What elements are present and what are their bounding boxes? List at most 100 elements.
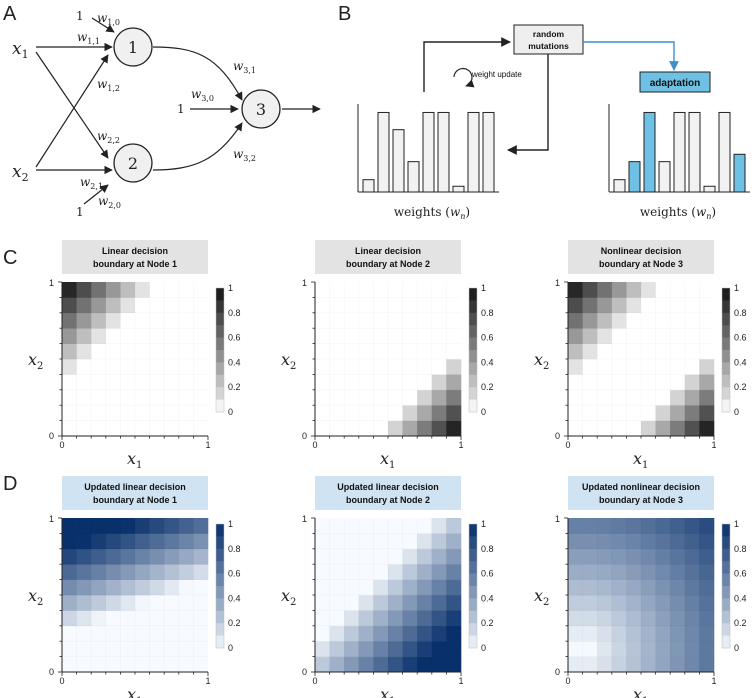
heatmap-cell (597, 564, 613, 580)
heatmap-cell (402, 610, 418, 627)
heatmap-cell (344, 641, 360, 657)
heatmap-cell (582, 343, 598, 360)
heatmap-cell (684, 328, 700, 344)
heatmap-cell (105, 533, 121, 550)
colorbar-segment (722, 387, 730, 400)
x-tick-label: 1 (458, 440, 463, 450)
heatmap-cell (135, 343, 150, 360)
x-tick-label: 0 (312, 676, 317, 686)
y-axis-label: x2 (281, 350, 296, 372)
heatmap-cell (626, 312, 642, 329)
colorbar-tick-label: 0.2 (481, 382, 494, 392)
heatmap-cell (568, 282, 583, 298)
heatmap-cell (105, 359, 121, 375)
heatmap-cell (105, 595, 121, 611)
chart-title-line1: Updated linear decision (84, 482, 186, 492)
heatmap-cell (105, 312, 121, 329)
colorbar-tick-label: 0.6 (481, 569, 494, 579)
colorbar-tick-label: 1 (481, 283, 486, 293)
heatmap-cell (611, 282, 627, 298)
heatmap-cell (431, 533, 447, 550)
heatmap-cell (641, 564, 656, 580)
weight-bar (733, 153, 746, 193)
heatmap-cell (388, 359, 403, 375)
heatmap-cell (193, 579, 209, 596)
colorbar-segment (216, 337, 224, 351)
heatmap-cell (670, 282, 686, 298)
heatmap-cell (373, 343, 389, 360)
heatmap-cell (641, 389, 656, 406)
heatmap-cell (388, 420, 403, 437)
weight-bar (452, 185, 465, 193)
heatmap-cell (135, 625, 150, 642)
x-tick-label: 0 (59, 676, 64, 686)
heatmap-cell (62, 518, 77, 534)
chart-title-box (315, 476, 461, 510)
heatmap-cell (344, 389, 360, 406)
chart-title-line2: boundary at Node 3 (599, 495, 683, 505)
heatmap-cell (120, 282, 136, 298)
heatmap-cell (135, 282, 150, 298)
colorbar-segment (722, 337, 730, 351)
heatmap-cell (193, 312, 209, 329)
chart-title-line1: Nonlinear decision (601, 246, 682, 256)
heatmap-cell (446, 518, 462, 534)
heatmap-cell (329, 312, 345, 329)
heatmap-cell (670, 420, 686, 437)
heatmap-cell (388, 518, 403, 534)
colorbar-segment (722, 362, 730, 376)
heatmap-cell (582, 518, 598, 534)
heatmap-cell (344, 610, 360, 627)
colorbar-segment (216, 573, 224, 587)
heatmap-cell (582, 656, 598, 673)
heatmap-cell (417, 518, 433, 534)
heatmap-cell (76, 656, 92, 673)
heatmap-cell (315, 518, 330, 534)
colorbar-tick-label: 0.8 (734, 544, 747, 554)
heatmap-cell (417, 533, 433, 550)
colorbar-tick-label: 1 (228, 283, 233, 293)
colorbar-segment (722, 300, 730, 314)
heatmap-cell (684, 610, 700, 627)
heatmap-cell (446, 420, 462, 437)
heatmap-cell (626, 405, 642, 421)
heatmap-cell (120, 343, 136, 360)
y-axis-label: x2 (534, 350, 549, 372)
heatmap-cell (626, 297, 642, 314)
heatmap-cell (655, 297, 671, 314)
heatmap-cell (597, 282, 613, 298)
colorbar-tick-label: 0.6 (734, 333, 747, 343)
heatmap-cell (684, 518, 700, 534)
heatmap-cell (611, 595, 627, 611)
colorbar (215, 287, 225, 413)
heatmap-cell (655, 389, 671, 406)
heatmap-cell (431, 564, 447, 580)
heatmap-cell (568, 343, 583, 360)
heatmap-cell (611, 656, 627, 673)
heatmap-cell (76, 374, 92, 391)
heatmap-cell (402, 312, 418, 329)
heatmap-cell (120, 579, 136, 596)
heatmap-cell (670, 533, 686, 550)
heatmap-cell (135, 297, 150, 314)
heatmap-cell (315, 420, 330, 437)
edge-node1-node3 (152, 46, 243, 101)
heatmap-cell (358, 420, 374, 437)
heatmap-cell (135, 405, 150, 421)
heatmap-cell (344, 579, 360, 596)
heatmap-cell (699, 328, 715, 344)
heatmap-cell (164, 610, 180, 627)
heatmap-cell (193, 420, 209, 437)
heatmap-cell (431, 328, 447, 344)
heatmap-cell (597, 420, 613, 437)
heatmap-cell (388, 328, 403, 344)
heatmap-cell (91, 548, 107, 565)
panel-label-d: D (3, 473, 17, 495)
colorbar-tick-label: 0.4 (228, 357, 241, 367)
heatmap-cell (91, 297, 107, 314)
heatmap-cell (699, 579, 715, 596)
colorbar-tick-label: 1 (734, 283, 739, 293)
heatmap-cell (684, 297, 700, 314)
heatmap-cell (568, 312, 583, 329)
heatmap-cell (446, 579, 462, 596)
